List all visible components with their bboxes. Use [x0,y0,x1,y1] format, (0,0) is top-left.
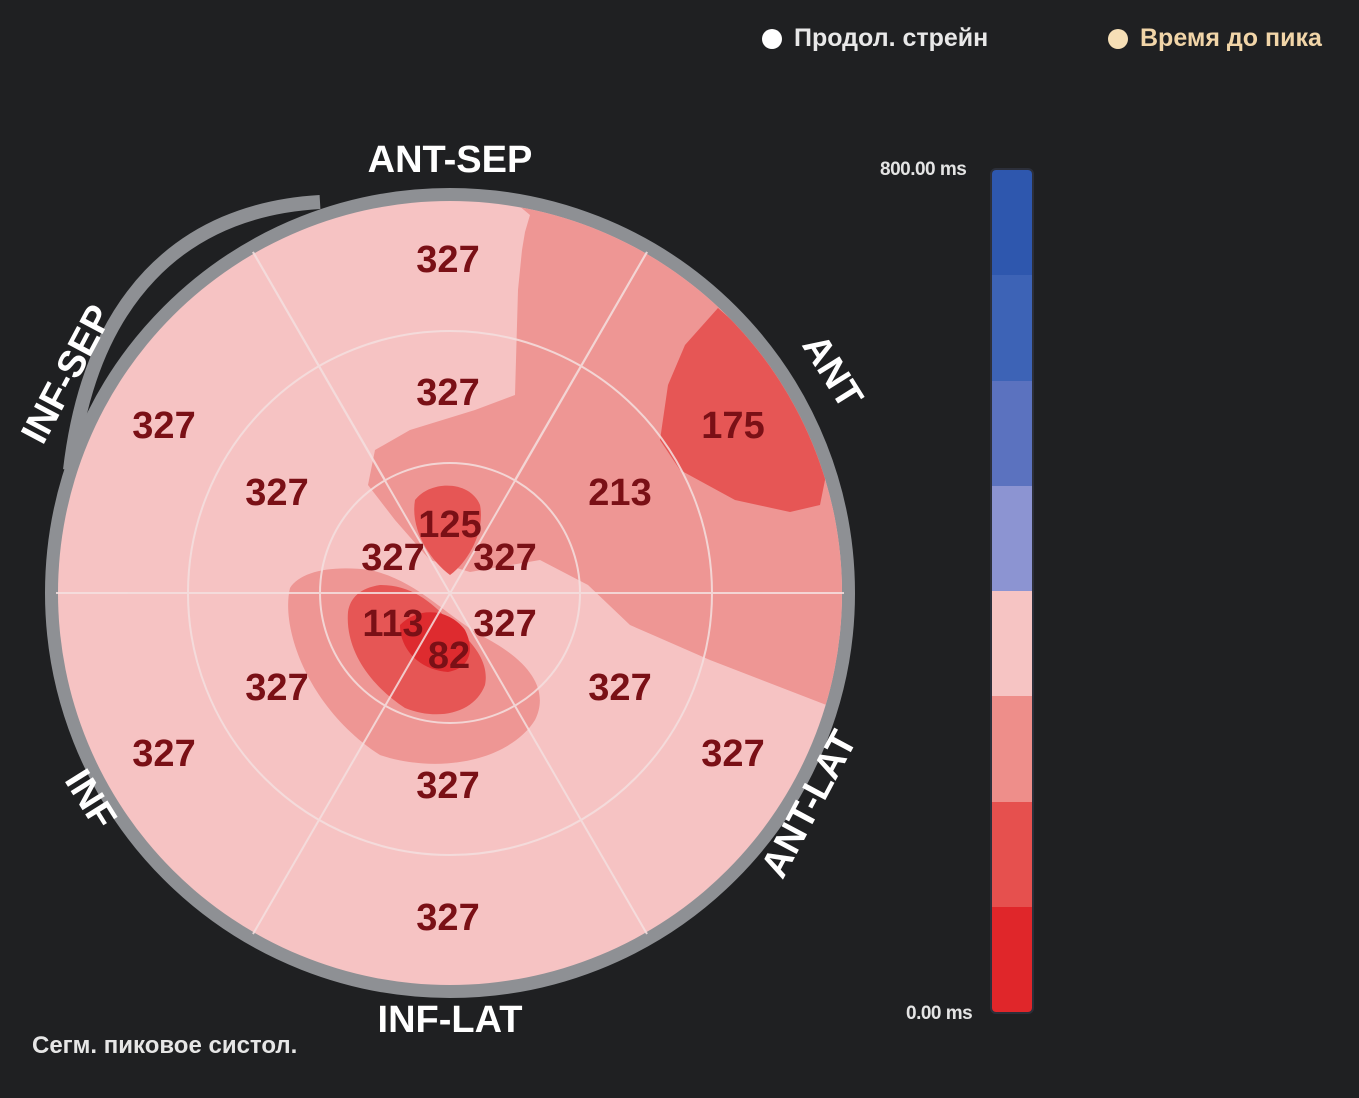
time-to-peak-toggle[interactable]: Время до пика [1108,24,1322,53]
segment-value: 327 [416,372,479,414]
wall-label-inf-lat: INF-LAT [378,999,523,1041]
segment-value: 213 [588,472,651,514]
segment-value: 327 [361,537,424,579]
color-scale-band [992,485,1032,591]
color-scale-band [992,170,1032,276]
segment-value: 327 [416,765,479,807]
segment-value: 327 [416,897,479,939]
color-scale-band [992,696,1032,802]
anterior-strong-region [660,308,830,512]
segment-value: 175 [701,405,764,447]
ring-overlap-loop [63,195,321,471]
apex-strong-region [414,485,481,575]
segment-value: 327 [132,733,195,775]
scale-min-label: 0.00 ms [906,1003,973,1024]
segment-value: 125 [418,504,481,546]
longitudinal-strain-toggle[interactable]: Продол. стрейн [762,24,988,53]
beige-dot-icon [1108,28,1128,49]
color-scale-band [992,591,1032,697]
deep-spot [400,612,470,672]
color-scale-band [992,380,1032,486]
segment-value: 327 [701,733,764,775]
segment-value: 82 [428,635,470,677]
segment-value: 327 [132,405,195,447]
segment-value: 327 [245,667,308,709]
segment-value: 327 [473,603,536,645]
longitudinal-strain-label: Продол. стрейн [794,24,989,52]
scale-max-label: 800.00 ms [880,159,967,180]
segment-value: 327 [473,537,536,579]
color-scale-band [992,275,1032,381]
white-dot-icon [762,28,782,49]
segment-value: 327 [416,239,479,281]
time-to-peak-label: Время до пика [1140,24,1322,52]
color-scale-band [992,906,1032,1012]
footer-label: Сегм. пиковое систол. [32,1032,298,1059]
color-scale-band [992,801,1032,907]
segment-value: 327 [245,472,308,514]
color-scale-bar [990,168,1034,1014]
wall-label-ant-sep: ANT-SEP [368,139,533,181]
segment-value: 113 [362,603,423,645]
segment-value: 327 [588,667,651,709]
segment-values: 327 175 327 327 327 327 327 213 327 327 … [132,239,764,939]
segment-grid [56,251,844,935]
